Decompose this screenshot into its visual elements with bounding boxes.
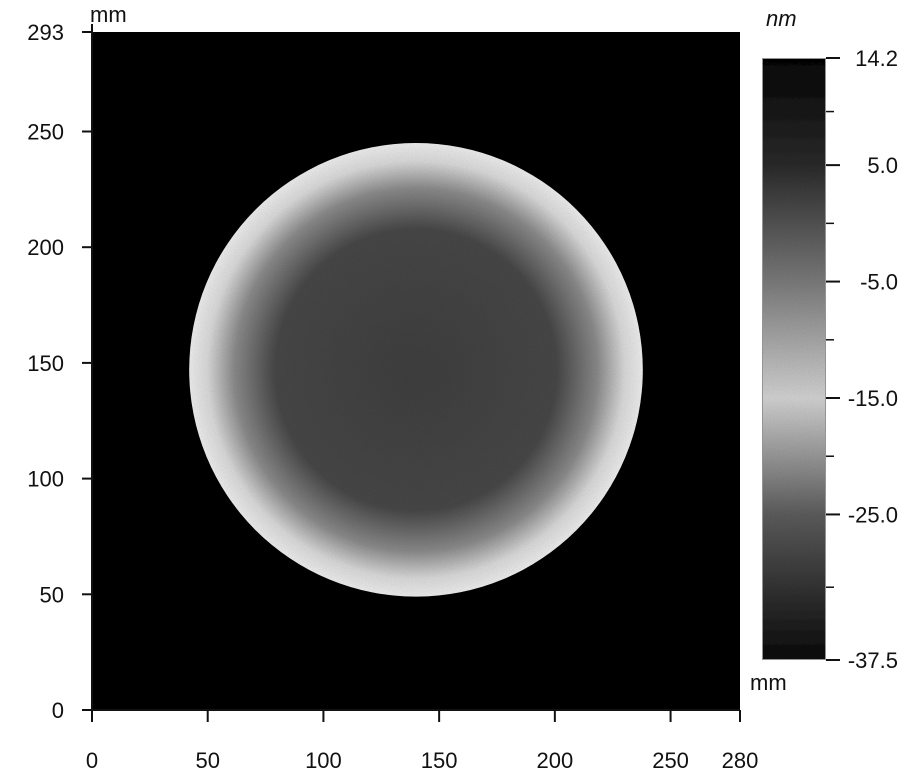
x-tick-label: 100 <box>305 748 342 773</box>
colorbar-unit-label: nm <box>766 6 797 31</box>
axes: 0 50 100 150 200 250 293 0 50 100 150 200 250 280 <box>27 20 758 773</box>
circular-feature <box>189 143 643 597</box>
x-tick-label: 280 <box>722 748 759 773</box>
y-tick-label: 100 <box>27 467 64 492</box>
y-tick-label: 250 <box>27 120 64 145</box>
colorbar-tick-label: 5.0 <box>867 153 898 178</box>
x-axis-unit-label: mm <box>750 670 787 695</box>
colorbar-tick-label: -25.0 <box>848 502 898 527</box>
colorbar-tick-label: -37.5 <box>848 648 898 673</box>
colorbar: 14.2 5.0 -5.0 -15.0 -25.0 -37.5 <box>761 46 898 673</box>
x-tick-label: 250 <box>652 748 689 773</box>
x-tick-label: 150 <box>421 748 458 773</box>
y-tick-label: 200 <box>27 235 64 260</box>
x-tick-label: 0 <box>86 748 98 773</box>
y-tick-label: 293 <box>27 20 64 45</box>
x-tick-label: 50 <box>195 748 219 773</box>
y-axis-unit-label: mm <box>90 2 127 27</box>
x-tick-label: 200 <box>536 748 573 773</box>
colorbar-tick-label: 14.2 <box>855 46 898 71</box>
y-tick-label: 50 <box>40 582 64 607</box>
colorbar-tick-label: -5.0 <box>860 270 898 295</box>
y-tick-label: 0 <box>52 698 64 723</box>
plot-area <box>92 32 740 710</box>
colorbar-gradient <box>761 57 827 661</box>
colorbar-tick-label: -15.0 <box>848 386 898 411</box>
y-tick-label: 150 <box>27 351 64 376</box>
